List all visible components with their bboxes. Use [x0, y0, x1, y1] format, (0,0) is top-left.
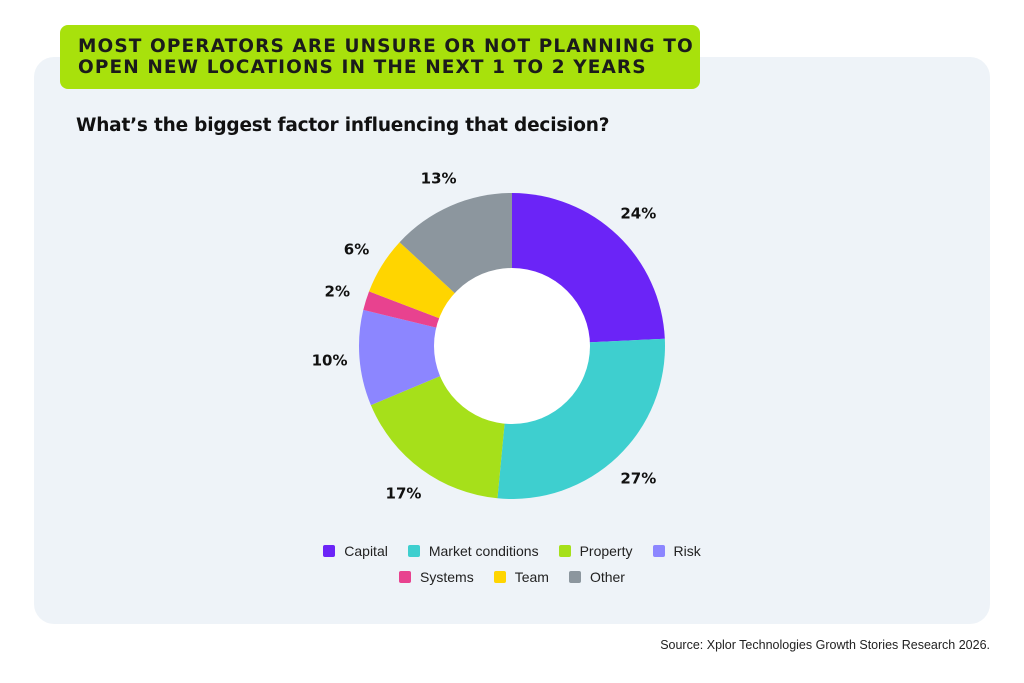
headline-line-1: MOST OPERATORS ARE UNSURE OR NOT PLANNIN… — [78, 36, 694, 57]
legend-item-market-conditions: Market conditions — [407, 543, 539, 559]
legend-row: Capital Market conditions Property Risk — [0, 538, 1024, 564]
legend-item-capital: Capital — [323, 543, 388, 559]
legend-label: Property — [579, 543, 633, 559]
donut-hole — [434, 268, 590, 424]
legend-label: Other — [589, 569, 625, 585]
legend-label: Team — [514, 569, 549, 585]
legend-swatch — [652, 545, 665, 557]
legend-item-team: Team — [493, 569, 549, 585]
headline-banner: MOST OPERATORS ARE UNSURE OR NOT PLANNIN… — [60, 25, 700, 89]
legend: Capital Market conditions Property Risk Sys… — [0, 538, 1024, 590]
legend-item-systems: Systems — [399, 569, 474, 585]
slice-label-capital: 24% — [620, 205, 656, 223]
source-note: Source: Xplor Technologies Growth Storie… — [660, 638, 990, 652]
legend-item-risk: Risk — [652, 543, 701, 559]
slice-label-risk: 10% — [312, 352, 348, 370]
legend-row: Systems Team Other — [0, 564, 1024, 590]
slice-label-team: 6% — [344, 241, 369, 259]
legend-swatch — [407, 545, 420, 557]
legend-swatch — [399, 571, 412, 583]
legend-item-property: Property — [558, 543, 633, 559]
chart-question: What’s the biggest factor influencing th… — [76, 115, 610, 136]
slice-label-property: 17% — [386, 484, 422, 502]
slice-labels: 24% 27% 17% 10% 2% 6% 13% — [312, 169, 657, 502]
legend-swatch — [493, 571, 506, 583]
legend-item-other: Other — [568, 569, 625, 585]
legend-label: Market conditions — [428, 543, 539, 559]
slice-label-other: 13% — [421, 169, 457, 187]
legend-swatch — [323, 545, 336, 557]
legend-label: Systems — [420, 569, 474, 585]
slice-label-systems: 2% — [325, 283, 350, 301]
slice-label-market-conditions: 27% — [620, 469, 656, 487]
legend-swatch — [568, 571, 581, 583]
legend-swatch — [558, 545, 571, 557]
headline-line-2: OPEN NEW LOCATIONS IN THE NEXT 1 TO 2 YE… — [78, 57, 647, 78]
legend-label: Capital — [344, 543, 388, 559]
legend-label: Risk — [673, 543, 701, 559]
